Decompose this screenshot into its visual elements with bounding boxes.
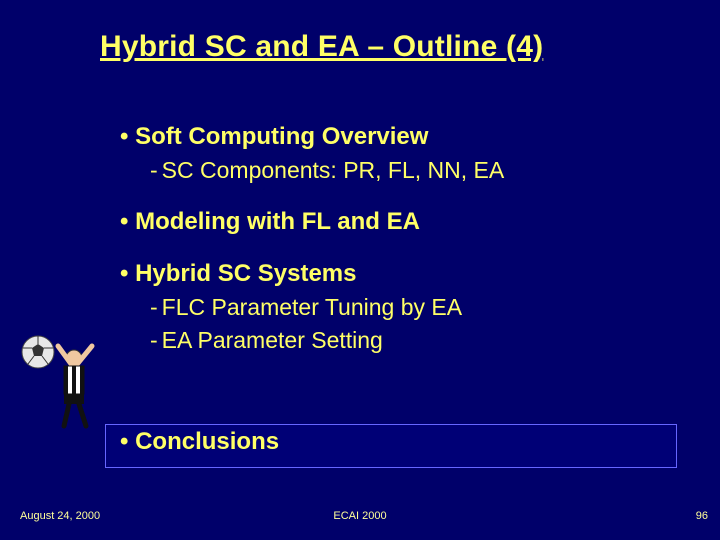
subbullet-sc-components: -SC Components: PR, FL, NN, EA bbox=[150, 156, 690, 185]
dash-icon: - bbox=[150, 327, 158, 353]
subbullet-flc-param-tuning: -FLC Parameter Tuning by EA bbox=[150, 293, 690, 322]
bullet-conclusions: Conclusions bbox=[120, 428, 279, 456]
slide: Hybrid SC and EA – Outline (4) Soft Comp… bbox=[0, 0, 720, 540]
subbullet-text: FLC Parameter Tuning by EA bbox=[162, 294, 462, 320]
referee-clipart-icon bbox=[14, 330, 109, 430]
bullet-modeling-fl-ea: Modeling with FL and EA bbox=[120, 207, 690, 237]
bullet-soft-computing-overview: Soft Computing Overview bbox=[120, 122, 690, 152]
page-title: Hybrid SC and EA – Outline (4) bbox=[100, 30, 680, 64]
subbullet-text: EA Parameter Setting bbox=[162, 327, 383, 353]
bullet-hybrid-sc-systems: Hybrid SC Systems bbox=[120, 259, 690, 289]
content-block: Soft Computing Overview -SC Components: … bbox=[120, 100, 690, 354]
footer: August 24, 2000 ECAI 2000 96 bbox=[0, 510, 720, 528]
subbullet-text: SC Components: PR, FL, NN, EA bbox=[162, 157, 505, 183]
dash-icon: - bbox=[150, 157, 158, 183]
footer-venue: ECAI 2000 bbox=[333, 510, 386, 522]
footer-date: August 24, 2000 bbox=[20, 510, 100, 522]
footer-page: 96 bbox=[696, 510, 708, 522]
dash-icon: - bbox=[150, 294, 158, 320]
subbullet-ea-param-setting: -EA Parameter Setting bbox=[150, 326, 690, 355]
